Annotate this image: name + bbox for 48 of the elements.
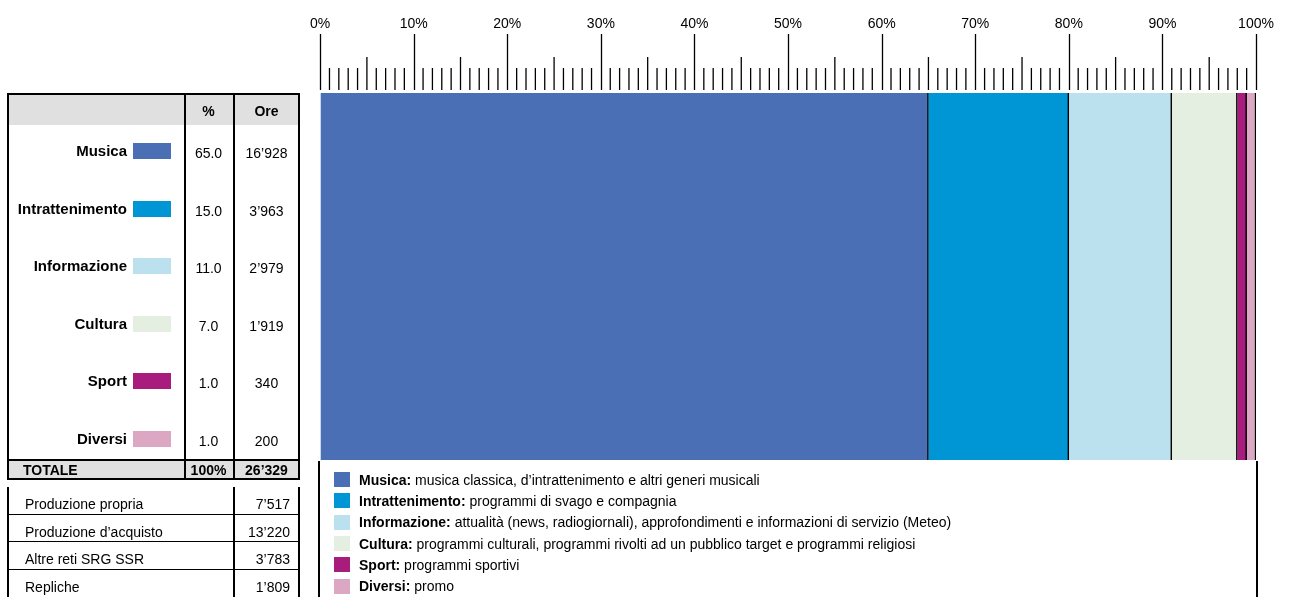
text: 26’329 [244,461,289,479]
text: 7’517 [254,495,290,513]
text: 16’928 [244,144,289,162]
text: 100% [189,461,228,479]
text: Altre reti SRG SSR [25,550,145,568]
x-tick-label: 80% [1054,15,1083,32]
x-tick-label: 60% [867,15,896,32]
text: Sport: programmi sportivi [359,555,520,575]
x-tick-label: 20% [493,15,522,32]
text: 11.0 [194,259,223,277]
text: Diversi: promo [359,577,454,597]
text: 3’963 [248,201,285,220]
x-tick-label: 10% [399,15,428,32]
text: Repliche [25,577,80,596]
x-tick-label: 40% [680,15,709,32]
text: 3’783 [254,550,290,568]
text: Cultura: programmi culturali, programmi rivolti ad un pubblico target e programmi religiosi [359,534,916,554]
text: 1.0 [197,431,220,450]
text: Informazione: attualità (news, radiogiornali), approfondimenti e informazioni di servizio (Meteo) [359,513,952,533]
text: Produzione propria [25,495,144,513]
legend-label: Diversi [76,429,127,448]
text: 340 [253,374,280,392]
legend-label: Musica [76,142,127,160]
text: Ore [253,102,280,120]
legend-label: Informazione [33,257,127,275]
text: Produzione d’acquisto [25,522,163,541]
text: Musica: musica classica, d’intrattenimento e altri generi musicali [359,470,760,490]
x-tick-label: 100% [1238,15,1274,32]
text: TOTALE [23,461,79,479]
legend-label: Sport [87,372,127,390]
text: % [201,102,216,120]
x-tick-label: 50% [774,15,803,32]
text: 2’979 [248,259,285,277]
text: 15.0 [193,201,224,220]
x-tick-label: 70% [961,15,990,32]
x-tick-label: 90% [1148,15,1177,32]
legend-label: Intrattenimento [17,199,127,218]
x-tick-label: 30% [586,15,615,32]
x-tick-label: 0% [310,15,331,32]
text: 65.0 [193,144,224,162]
legend-label: Cultura [74,314,127,333]
text: 200 [253,431,280,450]
text: 13’220 [246,522,290,541]
text: 1’809 [254,577,290,596]
text: Intrattenimento: programmi di svago e compagnia [359,491,677,511]
text: 1’919 [248,316,285,335]
text: 7.0 [197,316,220,335]
text: 1.0 [197,374,220,392]
